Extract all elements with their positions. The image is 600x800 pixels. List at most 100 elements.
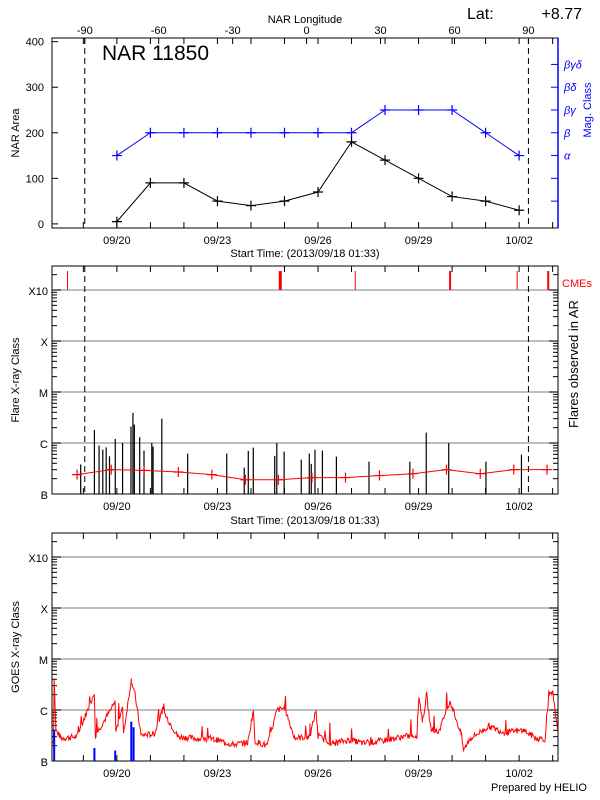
background-flux-point (206, 469, 217, 480)
flare-y-tick-label: B (41, 490, 48, 502)
background-flux-point (72, 469, 83, 480)
background-flux-point (508, 464, 519, 475)
lat-value: +8.77 (542, 6, 583, 23)
flare-axis-label: Flare X-ray Class (10, 337, 22, 422)
flare-y-tick-label: X (41, 337, 49, 349)
area-y-tick-label: 200 (26, 128, 44, 140)
mag-class-tick-label: βδ (563, 82, 577, 94)
mag-class-point (514, 150, 525, 161)
flare-x-tick-label: 09/20 (103, 501, 131, 513)
flare-x-tick-label: 09/23 (204, 501, 232, 513)
background-flux-point (340, 472, 351, 483)
flare-x-tick-label: 10/02 (505, 501, 533, 513)
flare-y-tick-label: C (40, 439, 48, 451)
background-flux-point (240, 474, 251, 485)
mag-class-tick-label: βγδ (563, 59, 583, 71)
mag-class-point (313, 127, 324, 138)
area-point (313, 187, 324, 198)
goes-y-tick-label: X (41, 604, 49, 616)
flares-observed-label: Flares observed in AR (566, 300, 581, 428)
background-flux-point (173, 467, 184, 477)
lat-label: Lat: (467, 6, 494, 23)
cme-label: CMEs (562, 278, 592, 290)
area-point (145, 177, 156, 188)
background-flux-point (407, 468, 418, 479)
credit-label: Prepared by HELIO (491, 782, 587, 794)
area-x-tick-label: 09/29 (405, 235, 433, 247)
area-point (514, 205, 525, 216)
background-flux-point (475, 468, 486, 479)
area-point (279, 196, 290, 207)
goes-plot-frame (51, 532, 559, 762)
area-y-tick-label: 400 (26, 37, 44, 49)
goes-x-tick-label: 09/26 (304, 768, 332, 780)
mag-class-point (111, 150, 122, 161)
area-point (346, 136, 357, 147)
area-point (380, 155, 391, 166)
longitude-tick-label: 60 (448, 25, 460, 37)
longitude-tick-label: 90 (522, 25, 534, 37)
area-point (245, 200, 256, 211)
goes-y-tick-label: X10 (28, 553, 48, 565)
flare-x-tick-label: 09/26 (304, 501, 332, 513)
area-axis-label: NAR Area (10, 108, 22, 158)
area-x-tick-label: 09/23 (204, 235, 232, 247)
top-axis-title: NAR Longitude (268, 14, 343, 26)
goes-x-tick-label: 09/20 (103, 768, 131, 780)
area-x-axis-label: Start Time: (2013/09/18 01:33) (230, 248, 379, 260)
background-flux-point (306, 472, 317, 483)
flare-y-tick-label: X10 (28, 286, 48, 298)
goes-x-tick-label: 09/29 (405, 768, 433, 780)
area-point (480, 196, 491, 207)
area-point (178, 177, 189, 188)
flare-y-tick-label: M (39, 388, 48, 400)
background-flux-point (106, 464, 117, 475)
area-point (111, 216, 122, 227)
mag-class-tick-label: βγ (563, 105, 577, 117)
background-flux-point (542, 464, 553, 475)
background-flux-point (374, 470, 385, 481)
goes-x-tick-label: 09/23 (204, 768, 232, 780)
mag-class-point (447, 104, 458, 115)
goes-y-tick-label: C (40, 706, 48, 718)
flare-plot-frame (51, 265, 559, 495)
mag-class-point (279, 127, 290, 138)
chart-title: NAR 11850 (102, 42, 209, 65)
mag-class-point (245, 127, 256, 138)
goes-y-tick-label: M (39, 655, 48, 667)
flare-x-tick-label: 09/29 (405, 501, 433, 513)
mag-class-point (380, 104, 391, 115)
longitude-tick-label: -30 (225, 25, 241, 37)
longitude-tick-label: -60 (151, 25, 167, 37)
area-x-tick-label: 09/26 (304, 235, 332, 247)
goes-panel: 09/20 09/23 09/26 09/29 10/02 B C M X X10 (28, 532, 559, 780)
goes-y-tick-label: B (41, 757, 48, 769)
mag-class-point (145, 127, 156, 138)
background-flux-point (441, 464, 452, 475)
mag-class-axis-label: Mag. Class (582, 82, 594, 138)
goes-axis-label: GOES X-ray Class (10, 601, 22, 693)
area-line (116, 141, 520, 222)
longitude-tick-label: 0 (304, 25, 310, 37)
background-flux-point (273, 474, 284, 485)
area-x-tick-label: 10/02 (505, 235, 533, 247)
mag-class-tick-label: β (563, 128, 571, 140)
mag-class-point (480, 127, 491, 138)
area-panel: 09/20 09/23 09/26 09/29 10/020100200300400-9… (26, 25, 583, 247)
area-y-tick-label: 100 (26, 173, 44, 185)
area-point (447, 191, 458, 202)
area-x-tick-label: 09/20 (103, 235, 131, 247)
goes-x-tick-label: 10/02 (505, 768, 533, 780)
area-point (212, 196, 223, 207)
mag-class-point (178, 127, 189, 138)
area-point (413, 173, 424, 184)
background-flux-point (139, 465, 150, 476)
mag-class-tick-label: α (564, 151, 571, 163)
mag-class-point (413, 104, 424, 115)
mag-class-point (212, 127, 223, 138)
longitude-tick-label: 30 (374, 25, 386, 37)
mag-class-point (346, 127, 357, 138)
goes-long-channel-line (51, 678, 558, 752)
area-y-tick-label: 300 (26, 82, 44, 94)
